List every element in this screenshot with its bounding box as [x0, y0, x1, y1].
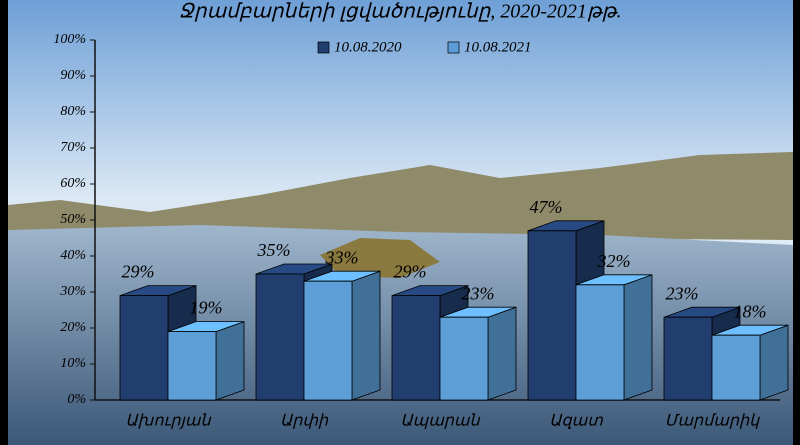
bar-face: [119, 295, 169, 401]
x-tick-label: Ապարան: [400, 413, 480, 430]
value-label: 23%: [666, 283, 699, 303]
bar: [711, 324, 789, 401]
bar-face: [487, 306, 517, 401]
bar-face: [391, 295, 441, 401]
bar: [167, 321, 245, 401]
y-tick-label: 90%: [60, 68, 86, 83]
bar-face: [663, 316, 713, 401]
value-label: 29%: [394, 262, 427, 282]
bar-face: [711, 334, 761, 401]
x-tick-label: Մարմարիկ: [665, 413, 760, 430]
bar-face: [303, 280, 353, 401]
bar-face: [439, 316, 489, 401]
legend-label: 10.08.2020: [334, 39, 402, 55]
value-label: 35%: [257, 240, 291, 260]
legend-swatch: [447, 41, 460, 54]
y-tick-label: 100%: [53, 32, 86, 47]
bar-face: [527, 230, 577, 401]
bar-face: [167, 331, 217, 401]
value-label: 29%: [122, 262, 155, 282]
value-label: 47%: [530, 197, 563, 217]
bar-face: [255, 273, 305, 401]
y-tick-label: 20%: [60, 320, 86, 335]
x-tick-label: Արփի: [280, 413, 329, 430]
bar: [303, 270, 381, 401]
bar-face: [351, 270, 381, 401]
value-label: 18%: [734, 301, 767, 321]
value-label: 33%: [325, 247, 359, 267]
y-tick-label: 0%: [67, 392, 86, 407]
island: [320, 238, 440, 278]
value-label: 23%: [462, 283, 495, 303]
hills: [8, 152, 793, 240]
bar-face: [623, 274, 653, 401]
x-tick-label: Ազատ: [549, 413, 603, 430]
bar-face: [759, 324, 789, 401]
value-label: 32%: [597, 251, 631, 271]
y-tick-label: 10%: [60, 356, 86, 371]
y-tick-label: 70%: [60, 140, 86, 155]
bar-face: [575, 284, 625, 401]
y-tick-label: 80%: [60, 104, 86, 119]
bar: [575, 274, 653, 401]
value-label: 19%: [190, 298, 223, 318]
y-tick-label: 50%: [60, 212, 86, 227]
x-tick-label: Ախուրյան: [125, 413, 211, 430]
legend-swatch: [317, 41, 330, 54]
bar-face: [215, 321, 245, 401]
chart-title: Ջրամբարների լցվածությունը, 2020-2021թթ.: [179, 1, 622, 23]
bar: [439, 306, 517, 401]
y-tick-label: 40%: [60, 248, 86, 263]
legend-label: 10.08.2021: [464, 39, 532, 55]
y-tick-label: 60%: [60, 176, 86, 191]
y-tick-label: 30%: [59, 284, 86, 299]
